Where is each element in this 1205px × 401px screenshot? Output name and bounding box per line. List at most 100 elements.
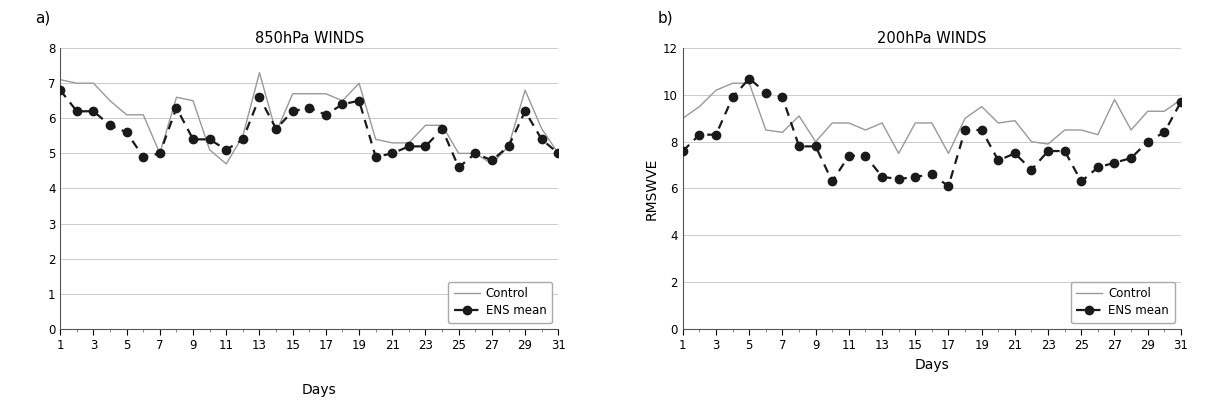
ENS mean: [535, 137, 549, 142]
Control: [909, 121, 923, 126]
Text: b): b): [658, 11, 674, 26]
ENS mean: [1174, 99, 1188, 104]
Control: [369, 137, 383, 142]
ENS mean: [975, 128, 989, 132]
ENS mean: [1107, 160, 1122, 165]
ENS mean: [725, 95, 740, 100]
ENS mean: [352, 98, 366, 103]
ENS mean: [909, 174, 923, 179]
Control: [1124, 128, 1139, 132]
ENS mean: [924, 172, 939, 177]
Control: [941, 151, 956, 156]
ENS mean: [452, 165, 466, 170]
Y-axis label: RMSWVE: RMSWVE: [645, 157, 659, 220]
ENS mean: [269, 126, 283, 131]
ENS mean: [335, 102, 349, 107]
ENS mean: [1157, 130, 1171, 135]
ENS mean: [202, 137, 217, 142]
ENS mean: [941, 184, 956, 188]
ENS mean: [401, 144, 416, 149]
ENS mean: [518, 109, 533, 114]
Title: 200hPa WINDS: 200hPa WINDS: [877, 30, 987, 46]
Control: [53, 77, 67, 82]
Control: [452, 151, 466, 156]
Control: [352, 81, 366, 86]
ENS mean: [991, 158, 1005, 163]
ENS mean: [825, 179, 840, 184]
ENS mean: [386, 151, 400, 156]
ENS mean: [809, 144, 823, 149]
Line: Control: Control: [683, 83, 1181, 153]
Control: [875, 121, 889, 126]
Control: [958, 116, 972, 121]
Control: [286, 91, 300, 96]
ENS mean: [252, 95, 266, 100]
ENS mean: [742, 76, 757, 81]
ENS mean: [709, 132, 723, 137]
Control: [435, 123, 449, 128]
Control: [1174, 97, 1188, 102]
Control: [759, 128, 774, 132]
ENS mean: [1124, 156, 1139, 160]
Control: [892, 151, 906, 156]
Control: [102, 98, 117, 103]
ENS mean: [53, 88, 67, 93]
Control: [169, 95, 183, 100]
ENS mean: [759, 90, 774, 95]
ENS mean: [1058, 149, 1072, 154]
Control: [535, 126, 549, 131]
ENS mean: [1140, 139, 1154, 144]
ENS mean: [1074, 179, 1088, 184]
Control: [269, 130, 283, 135]
Control: [858, 128, 872, 132]
Control: [302, 91, 317, 96]
Control: [825, 121, 840, 126]
Control: [841, 121, 856, 126]
Control: [676, 116, 690, 121]
Line: ENS mean: ENS mean: [678, 74, 1185, 190]
Legend: Control, ENS mean: Control, ENS mean: [448, 282, 552, 323]
ENS mean: [841, 153, 856, 158]
ENS mean: [1041, 149, 1056, 154]
Text: Days: Days: [302, 383, 336, 397]
ENS mean: [153, 151, 167, 156]
Control: [775, 130, 789, 135]
ENS mean: [676, 149, 690, 154]
Control: [975, 104, 989, 109]
ENS mean: [236, 137, 251, 142]
Line: ENS mean: ENS mean: [57, 86, 563, 172]
ENS mean: [136, 154, 151, 159]
Control: [1058, 128, 1072, 132]
ENS mean: [70, 109, 84, 114]
Control: [153, 151, 167, 156]
Control: [186, 98, 200, 103]
Control: [219, 162, 234, 166]
Control: [1157, 109, 1171, 114]
ENS mean: [775, 95, 789, 100]
ENS mean: [318, 112, 333, 117]
ENS mean: [858, 153, 872, 158]
Control: [501, 144, 516, 149]
ENS mean: [792, 144, 806, 149]
Control: [709, 88, 723, 93]
ENS mean: [119, 130, 134, 135]
ENS mean: [692, 132, 706, 137]
Control: [468, 151, 482, 156]
Control: [119, 112, 134, 117]
ENS mean: [501, 144, 516, 149]
ENS mean: [1091, 165, 1105, 170]
Control: [386, 140, 400, 145]
Legend: Control, ENS mean: Control, ENS mean: [1070, 282, 1175, 323]
X-axis label: Days: Days: [915, 358, 950, 372]
ENS mean: [369, 154, 383, 159]
ENS mean: [875, 174, 889, 179]
Control: [236, 134, 251, 138]
ENS mean: [286, 109, 300, 114]
Line: Control: Control: [60, 73, 558, 164]
ENS mean: [418, 144, 433, 149]
Control: [70, 81, 84, 86]
ENS mean: [102, 123, 117, 128]
ENS mean: [1007, 151, 1022, 156]
Control: [1107, 97, 1122, 102]
ENS mean: [484, 158, 499, 163]
